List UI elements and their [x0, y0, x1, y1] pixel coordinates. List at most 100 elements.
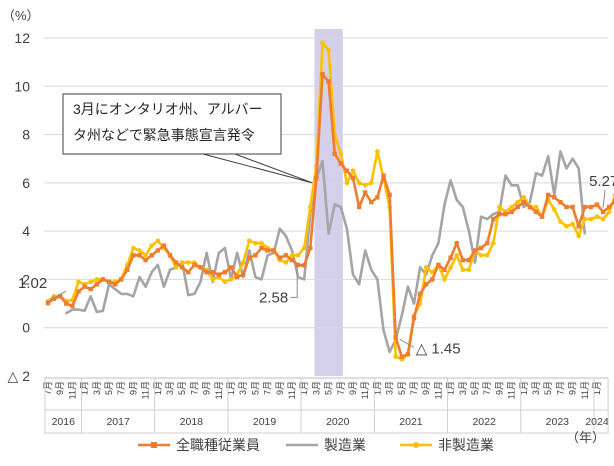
x-year-label: 2018 — [180, 416, 204, 428]
series-0 — [45, 72, 614, 359]
data-point — [338, 151, 344, 157]
data-point — [77, 308, 80, 311]
data-point — [492, 213, 495, 216]
data-point — [442, 267, 447, 272]
data-point — [88, 279, 93, 285]
data-point — [247, 255, 252, 260]
data-point — [283, 260, 289, 265]
data-point — [399, 354, 404, 359]
data-point — [228, 277, 234, 282]
data-point — [187, 293, 190, 297]
data-point — [558, 219, 563, 224]
x-month-label: 9月 — [421, 381, 431, 395]
data-point — [534, 172, 538, 175]
data-point — [143, 252, 148, 258]
data-point — [431, 254, 434, 257]
data-point — [484, 252, 490, 258]
data-point — [289, 257, 295, 263]
data-point — [600, 209, 606, 215]
x-month-label: 7月 — [43, 381, 53, 395]
data-point — [393, 335, 398, 340]
data-point — [143, 257, 148, 263]
data-point — [546, 192, 551, 198]
data-point — [301, 245, 307, 251]
data-point — [137, 253, 142, 258]
data-point — [248, 249, 251, 252]
data-point — [356, 180, 362, 186]
data-point — [101, 309, 105, 313]
data-point — [70, 303, 75, 309]
data-point — [332, 151, 337, 157]
data-point — [161, 243, 167, 248]
data-point — [448, 255, 453, 260]
data-point — [388, 350, 391, 354]
y-tick-label: △ 2 — [8, 368, 31, 384]
y-unit-label: （%） — [2, 8, 40, 23]
data-point — [88, 286, 93, 292]
data-point — [265, 248, 270, 253]
data-point — [253, 253, 258, 258]
data-point — [339, 205, 342, 209]
legend-marker — [151, 442, 157, 448]
x-year-label: 2023 — [546, 416, 570, 428]
callout-line: 3月にオンタリオ州、アルバー — [73, 101, 263, 117]
x-month-label: 9月 — [55, 381, 65, 395]
data-point — [369, 180, 374, 186]
data-point — [473, 261, 477, 264]
data-point — [260, 278, 263, 281]
x-month-label: 5月 — [250, 381, 260, 395]
x-year-label: 2017 — [106, 416, 130, 428]
data-point — [76, 279, 81, 285]
data-point — [455, 198, 458, 201]
data-point — [528, 200, 532, 204]
x-month-label: 1月 — [592, 381, 602, 395]
data-point — [186, 269, 191, 275]
data-point — [393, 354, 399, 359]
leader-line — [399, 338, 414, 348]
legend-item: 製造業 — [286, 437, 366, 453]
data-point — [467, 229, 471, 233]
data-point — [137, 248, 142, 253]
x-month-label: 7月 — [189, 381, 199, 395]
data-point — [308, 245, 313, 251]
data-point — [321, 159, 324, 163]
data-point — [138, 275, 141, 279]
data-point — [362, 182, 368, 188]
data-point — [320, 72, 325, 77]
data-point — [83, 309, 86, 313]
data-point — [448, 265, 453, 270]
x-month-label: 11月 — [433, 381, 443, 399]
data-point — [539, 214, 545, 219]
data-point — [234, 274, 240, 280]
leader-line — [602, 189, 606, 208]
data-point — [540, 174, 544, 177]
data-point — [283, 253, 289, 258]
data-point — [417, 291, 423, 297]
data-point — [94, 277, 100, 282]
y-tick-label: 6 — [22, 175, 30, 191]
x-year-label: 2020 — [326, 416, 350, 428]
data-point — [454, 241, 459, 246]
data-point — [277, 255, 282, 260]
data-point — [132, 295, 135, 298]
data-point — [559, 150, 562, 153]
x-month-label: 5月 — [470, 381, 480, 395]
data-point — [173, 260, 179, 265]
data-point — [326, 47, 331, 53]
y-tick-label: 2 — [22, 271, 30, 287]
x-unit-label: （年） — [566, 430, 605, 445]
data-point — [167, 253, 173, 258]
callout-box — [62, 93, 313, 184]
data-point — [583, 232, 586, 235]
data-point — [491, 240, 496, 246]
data-point — [570, 204, 575, 210]
data-point — [76, 289, 81, 294]
data-point — [253, 240, 258, 246]
data-point — [369, 199, 374, 205]
data-point — [449, 179, 452, 182]
data-point — [223, 246, 227, 250]
data-point — [577, 167, 580, 170]
data-point — [303, 278, 306, 281]
x-month-label: 1月 — [299, 381, 309, 395]
